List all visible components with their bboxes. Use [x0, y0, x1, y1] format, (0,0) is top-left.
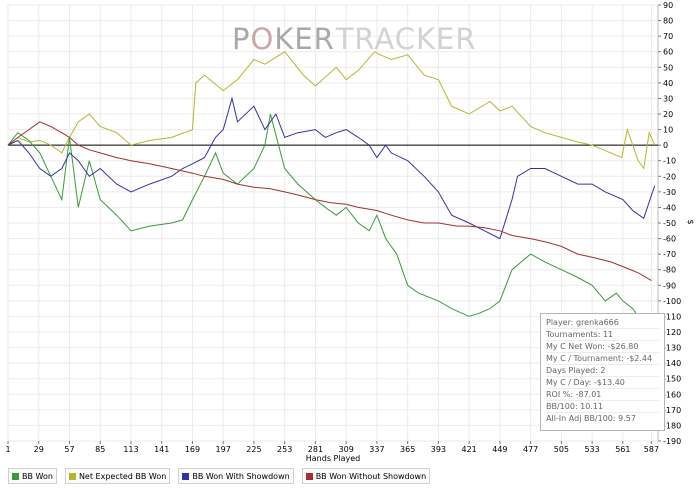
legend-label: Net Expected BB Won — [78, 471, 167, 481]
x-tick-label: 477 — [523, 445, 538, 454]
legend-item-bb-won-without-showdown[interactable]: BB Won Without Showdown — [301, 468, 431, 484]
watermark-tracker: TRACKER — [335, 22, 477, 56]
legend-label: BB Won — [22, 471, 53, 481]
y-tick-label: -150 — [663, 375, 681, 384]
x-tick-label: 281 — [308, 445, 323, 454]
x-axis-ticks: 1 29 57 85 113 141 169 197 225 253 281 309 337 365 393… — [5, 441, 659, 454]
grid — [7, 4, 658, 442]
legend-item-bb-won[interactable]: BB Won — [8, 468, 57, 484]
x-tick-label: 393 — [431, 445, 446, 454]
series-line-bb-won-with-showdown — [7, 96, 656, 240]
x-tick-label: 225 — [246, 445, 261, 454]
legend-swatch — [305, 472, 313, 480]
legend-swatch — [12, 472, 19, 480]
y-tick-label: -190 — [663, 437, 681, 446]
legend-label: BB Won With Showdown — [192, 471, 290, 481]
x-tick-label: 57 — [64, 445, 74, 454]
x-tick-label: 169 — [185, 445, 200, 454]
x-tick-label: 1 — [5, 445, 10, 454]
x-tick-label: 505 — [554, 445, 569, 454]
series-group — [7, 51, 656, 325]
x-tick-label: 85 — [95, 445, 105, 454]
legend: BB Won Net Expected BB Won BB Won With S… — [8, 468, 431, 484]
y-tick-label: -120 — [663, 328, 681, 337]
y-tick-label: -30 — [663, 188, 676, 197]
watermark-chip: O — [251, 22, 275, 56]
y-tick-label: 50 — [663, 63, 673, 72]
y-tick-label: -170 — [663, 406, 681, 415]
x-tick-label: 113 — [123, 445, 138, 454]
y-tick-label: -180 — [663, 421, 681, 430]
series-line-bb-won — [7, 113, 655, 325]
y-tick-label: -60 — [663, 235, 676, 244]
player-stats-panel: Player: grenka666 Tournaments: 11 My C N… — [540, 313, 665, 431]
watermark: POKER TRACKER — [232, 22, 476, 56]
y-tick-label: 10 — [663, 126, 673, 135]
y-tick-label: 20 — [663, 110, 673, 119]
x-tick-label: 421 — [462, 445, 477, 454]
y-tick-label: 80 — [663, 17, 673, 26]
stat-bb100: BB/100: 10.11 — [546, 401, 659, 413]
x-tick-label: 337 — [369, 445, 384, 454]
x-tick-label: 533 — [584, 445, 599, 454]
y-tick-label: -90 — [663, 281, 676, 290]
y-tick-label: 70 — [663, 32, 673, 41]
y-tick-label: -70 — [663, 250, 676, 259]
stat-per-day: My C / Day: -$13.40 — [546, 377, 659, 389]
x-tick-label: 561 — [615, 445, 630, 454]
y-axis-title: $ — [686, 219, 695, 224]
y-tick-label: 0 — [663, 141, 668, 150]
y-tick-label: -50 — [663, 219, 676, 228]
y-tick-label: -100 — [663, 297, 681, 306]
x-axis-title: Hands Played — [306, 454, 360, 463]
stat-tournaments: Tournaments: 11 — [546, 329, 659, 341]
y-tick-label: -20 — [663, 172, 676, 181]
y-tick-label: 30 — [663, 94, 673, 103]
x-tick-label: 365 — [400, 445, 415, 454]
legend-item-bb-won-with-showdown[interactable]: BB Won With Showdown — [178, 468, 294, 484]
series-line-bb-won-without-showdown — [7, 121, 652, 282]
y-axis-ticks: 90 80 70 60 50 40 30 20 10 0 -10 -20 -30 -40 -50 -60 -70… — [658, 1, 681, 446]
x-tick-label: 253 — [277, 445, 292, 454]
series-line-net-expected-bb-won — [7, 51, 656, 170]
y-tick-label: -160 — [663, 390, 681, 399]
x-tick-label: 587 — [644, 445, 659, 454]
y-tick-label: -10 — [663, 157, 676, 166]
watermark-p: P — [232, 22, 251, 56]
stat-days-played: Days Played: 2 — [546, 365, 659, 377]
y-tick-label: 90 — [663, 1, 673, 10]
legend-swatch — [182, 472, 190, 480]
watermark-ker: KER — [274, 22, 333, 56]
legend-item-net-expected-bb-won[interactable]: Net Expected BB Won — [64, 468, 171, 484]
y-tick-label: -110 — [663, 312, 681, 321]
stat-roi: ROI %: -87.01 — [546, 389, 659, 401]
x-tick-label: 309 — [339, 445, 354, 454]
x-tick-label: 141 — [154, 445, 169, 454]
y-tick-label: 40 — [663, 79, 673, 88]
x-tick-label: 197 — [216, 445, 231, 454]
stat-net-won: My C Net Won: -$26.80 — [546, 341, 659, 353]
x-tick-label: 29 — [34, 445, 44, 454]
y-tick-label: -80 — [663, 266, 676, 275]
stat-per-tournament: My C / Tournament: -$2.44 — [546, 353, 659, 365]
y-tick-label: 60 — [663, 48, 673, 57]
stat-player: Player: grenka666 — [546, 317, 659, 329]
y-tick-label: -130 — [663, 344, 681, 353]
x-tick-label: 449 — [492, 445, 507, 454]
y-tick-label: -140 — [663, 359, 681, 368]
legend-swatch — [68, 472, 76, 480]
stat-allin-bb100: All-In Adj BB/100: 9.57 — [546, 414, 636, 423]
y-tick-label: -40 — [663, 203, 676, 212]
legend-label: BB Won Without Showdown — [315, 471, 427, 481]
